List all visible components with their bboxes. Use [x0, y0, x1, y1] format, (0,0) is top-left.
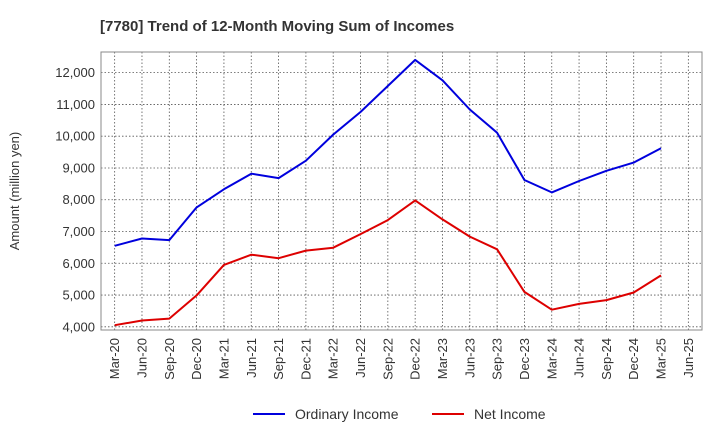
x-tick-label: Jun-21 — [244, 338, 259, 378]
x-tick-label: Sep-21 — [271, 338, 286, 380]
grid-lines — [101, 52, 702, 330]
x-tick-label: Jun-25 — [681, 338, 696, 378]
x-axis-ticks: Mar-20 Jun-20 Sep-20 Dec-20 Mar-21 Jun-21 Sep-… — [107, 338, 696, 380]
x-tick-label: Mar-24 — [544, 338, 559, 379]
y-axis-ticks: 4,000 5,000 6,000 7,000 8,000 9,000 10,000 11,0… — [55, 65, 95, 334]
y-tick-label: 9,000 — [62, 160, 95, 175]
x-tick-label: Dec-21 — [298, 338, 313, 380]
series-line-ordinary-income — [114, 58, 662, 247]
x-tick-label: Mar-20 — [107, 338, 122, 379]
x-tick-label: Sep-22 — [380, 338, 395, 380]
x-tick-label: Mar-23 — [435, 338, 450, 379]
series-lines — [114, 58, 662, 327]
x-tick-label: Mar-25 — [654, 338, 669, 379]
series-line-net-income — [114, 199, 662, 327]
y-tick-label: 10,000 — [55, 129, 95, 144]
x-tick-label: Jun-20 — [134, 338, 149, 378]
x-tick-label: Sep-20 — [162, 338, 177, 380]
plot-area — [100, 51, 703, 331]
y-tick-label: 6,000 — [62, 256, 95, 271]
x-tick-label: Sep-24 — [599, 338, 614, 380]
x-tick-label: Mar-22 — [326, 338, 341, 379]
legend-label: Net Income — [474, 406, 546, 422]
y-tick-label: 12,000 — [55, 65, 95, 80]
x-tick-label: Dec-24 — [626, 338, 641, 380]
y-tick-label: 7,000 — [62, 224, 95, 239]
legend-label: Ordinary Income — [295, 406, 399, 422]
x-tick-label: Jun-24 — [572, 338, 587, 378]
y-tick-label: 5,000 — [62, 288, 95, 303]
y-tick-label: 11,000 — [56, 97, 95, 112]
legend: Ordinary Income Net Income — [253, 406, 546, 422]
x-tick-label: Jun-23 — [462, 338, 477, 378]
x-tick-label: Dec-23 — [517, 338, 532, 380]
x-tick-label: Mar-21 — [216, 338, 231, 379]
x-tick-label: Dec-22 — [408, 338, 423, 380]
y-axis-label: Amount (million yen) — [7, 132, 22, 251]
x-tick-label: Jun-22 — [353, 338, 368, 378]
chart-title: [7780] Trend of 12-Month Moving Sum of I… — [100, 18, 454, 35]
y-tick-label: 8,000 — [62, 192, 95, 207]
y-tick-label: 4,000 — [62, 319, 95, 334]
x-tick-label: Dec-20 — [189, 338, 204, 380]
x-tick-label: Sep-23 — [490, 338, 505, 380]
